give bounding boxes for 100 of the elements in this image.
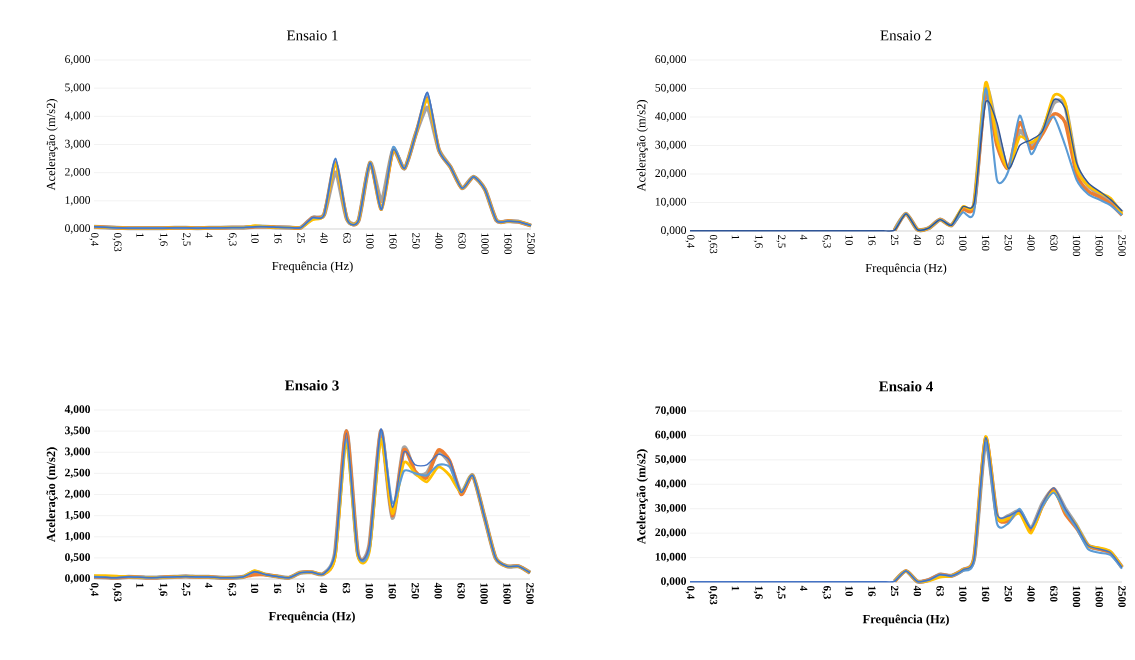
x-tick-label: 1600 — [1095, 235, 1103, 257]
x-tick-label: 1,6 — [753, 586, 763, 599]
y-tick-label: 10,000 — [655, 197, 687, 208]
y-tick-label: 60,000 — [655, 55, 687, 65]
x-tick-label: 630 — [458, 232, 466, 249]
x-tick-label: 4 — [800, 585, 808, 591]
x-tick-label: 6,3 — [821, 234, 831, 248]
y-tick-label: 1,500 — [65, 510, 91, 521]
x-tick-label: 100 — [366, 233, 374, 249]
x-tick-label: 40 — [913, 585, 922, 597]
x-tick-label: 40 — [320, 232, 328, 244]
x-tick-label: 400 — [435, 232, 443, 249]
x-axis-title: Frequência (Hz) — [272, 261, 353, 273]
x-tick-label: 4 — [205, 232, 213, 238]
y-tick-label: 1,000 — [65, 532, 91, 542]
x-tick-label: 1600 — [504, 233, 512, 255]
x-tick-label: 0,4 — [685, 234, 695, 249]
x-tick-label: 1600 — [1095, 586, 1103, 608]
x-tick-label: 2,5 — [181, 582, 191, 596]
x-tick-label: 16 — [274, 233, 282, 244]
y-axis-title: Aceleração (m/s2) — [636, 449, 648, 545]
x-tick-label: 160 — [388, 583, 397, 599]
x-tick-label: 400 — [434, 582, 442, 599]
y-tick-label: 20,000 — [655, 528, 687, 538]
x-axis-title: Frequência (Hz) — [862, 614, 949, 626]
y-tick-label: 50,000 — [655, 83, 687, 94]
x-tick-label: 25 — [296, 582, 305, 594]
x-tick-label: 1 — [136, 233, 144, 238]
x-tick-label: 1,6 — [158, 583, 168, 596]
y-tick-label: 20,000 — [655, 169, 687, 179]
y-tick-label: 4,000 — [64, 111, 91, 122]
x-tick-label: 4 — [800, 234, 808, 240]
x-tick-label: 4 — [205, 582, 213, 588]
y-axis-title: Aceleração (m/s2) — [46, 99, 58, 191]
x-tick-label: 1 — [136, 583, 144, 588]
x-tick-label: 160 — [389, 233, 397, 249]
x-tick-label: 2500 — [526, 582, 534, 605]
x-tick-label: 0,4 — [89, 232, 99, 247]
x-tick-label: 25 — [297, 233, 305, 244]
y-tick-label: 5,000 — [65, 83, 91, 93]
x-tick-label: 160 — [981, 235, 990, 251]
x-tick-label: 630 — [1050, 234, 1058, 251]
x-tick-label: 10 — [250, 583, 259, 594]
x-tick-label: 1 — [731, 235, 740, 240]
x-tick-label: 2,5 — [181, 233, 191, 246]
y-tick-label: 50,000 — [655, 455, 687, 465]
x-tick-label: 250 — [1004, 235, 1013, 251]
x-tick-label: 1000 — [480, 583, 488, 605]
y-axis-title: Aceleração (m/s2) — [636, 100, 648, 192]
x-tick-label: 250 — [1004, 585, 1013, 602]
y-tick-label: 40,000 — [655, 479, 687, 489]
x-tick-label: 250 — [412, 233, 420, 249]
x-tick-label: 16 — [868, 235, 876, 246]
chart-title: Ensaio 1 — [286, 30, 338, 41]
x-tick-label: 16 — [868, 586, 876, 597]
x-tick-label: 2,5 — [776, 235, 786, 248]
y-tick-label: 0,000 — [661, 577, 687, 587]
x-tick-label: 6,3 — [227, 582, 237, 596]
x-tick-label: 0,4 — [685, 585, 695, 600]
x-axis-title: Frequência (Hz) — [865, 263, 947, 275]
x-tick-label: 6,3 — [227, 232, 237, 246]
x-tick-label: 2500 — [1118, 585, 1126, 608]
y-tick-label: 3,000 — [65, 447, 91, 457]
x-tick-label: 40 — [319, 582, 328, 594]
y-tick-label: 3,500 — [65, 426, 91, 436]
x-tick-label: 0,4 — [89, 582, 99, 597]
x-tick-label: 63 — [936, 585, 944, 597]
x-tick-label: 1,6 — [158, 233, 168, 246]
y-tick-label: 2,000 — [65, 167, 91, 178]
y-tick-label: 30,000 — [655, 504, 687, 514]
x-tick-label: 1600 — [503, 583, 511, 605]
x-tick-label: 6,3 — [821, 585, 831, 599]
y-tick-label: 3,000 — [65, 139, 91, 150]
x-tick-label: 1 — [731, 586, 740, 591]
x-tick-label: 63 — [342, 582, 351, 594]
x-tick-label: 1000 — [1072, 235, 1081, 257]
x-tick-label: 2500 — [527, 233, 535, 255]
x-tick-label: 16 — [273, 583, 282, 594]
x-tick-label: 250 — [411, 582, 419, 599]
y-tick-label: 0,500 — [65, 553, 91, 563]
x-tick-label: 2500 — [1118, 235, 1126, 257]
x-tick-label: 0,63 — [112, 232, 122, 252]
x-tick-label: 630 — [457, 582, 465, 599]
x-tick-label: 10 — [845, 235, 853, 246]
x-tick-label: 10 — [251, 233, 259, 244]
x-tick-label: 630 — [1050, 585, 1058, 602]
x-tick-label: 0,63 — [112, 582, 122, 602]
chart-title: Ensaio 4 — [878, 380, 933, 392]
x-tick-label: 2,5 — [776, 585, 786, 599]
y-axis-title: Aceleração (m/s2) — [46, 447, 58, 543]
y-tick-label: 70,000 — [655, 406, 687, 416]
chart-title: Ensaio 2 — [880, 30, 932, 41]
y-tick-label: 0,000 — [661, 226, 687, 236]
x-tick-label: 100 — [959, 586, 967, 602]
x-tick-label: 25 — [890, 585, 899, 597]
y-tick-label: 2,000 — [65, 489, 91, 500]
y-tick-label: 4,000 — [64, 405, 91, 415]
x-tick-label: 1,6 — [753, 235, 763, 248]
x-tick-label: 400 — [1027, 585, 1035, 602]
y-tick-label: 10,000 — [655, 552, 687, 563]
